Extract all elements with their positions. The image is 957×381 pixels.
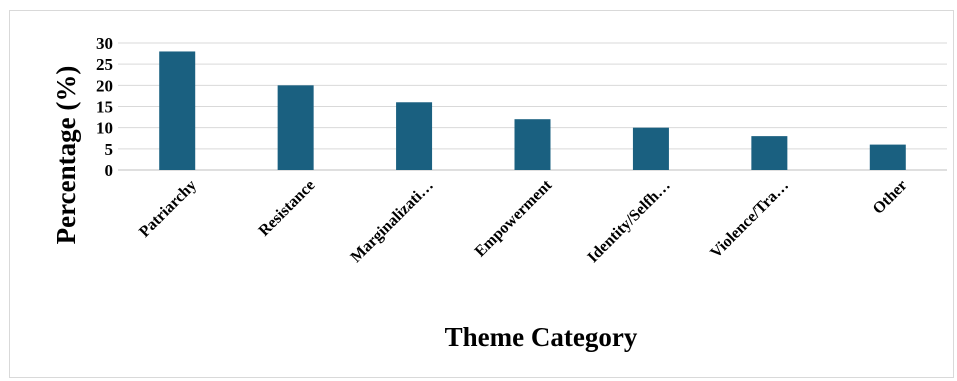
bar bbox=[514, 119, 551, 170]
bars bbox=[159, 51, 906, 170]
gridlines bbox=[118, 42, 947, 171]
y-axis-ticks: 0 5 10 15 20 25 30 bbox=[96, 34, 113, 180]
y-tick-label: 25 bbox=[96, 55, 113, 74]
bar bbox=[396, 102, 433, 170]
x-axis-ticks: Patriarchy Resistance Marginalizati… Empowe… bbox=[136, 176, 911, 266]
bar bbox=[159, 51, 196, 170]
bar bbox=[632, 127, 669, 170]
y-axis-title: Percentage (%) bbox=[51, 66, 81, 245]
x-tick-label: Violence/Tra… bbox=[707, 177, 792, 262]
x-tick-label: Marginalizati… bbox=[348, 177, 437, 266]
bar bbox=[751, 136, 788, 170]
x-tick-label: Patriarchy bbox=[136, 177, 200, 241]
x-tick-label: Other bbox=[870, 177, 911, 218]
bar bbox=[277, 85, 314, 170]
x-tick-label: Resistance bbox=[256, 177, 319, 240]
y-tick-label: 20 bbox=[96, 76, 113, 95]
y-tick-label: 10 bbox=[96, 119, 113, 138]
y-tick-label: 15 bbox=[96, 98, 113, 117]
y-tick-label: 30 bbox=[96, 34, 113, 53]
x-tick-label: Identity/Selfh… bbox=[584, 177, 673, 266]
x-axis-title: Theme Category bbox=[445, 322, 638, 352]
x-tick-label: Empowerment bbox=[472, 176, 556, 260]
y-tick-label: 0 bbox=[105, 161, 114, 180]
y-tick-label: 5 bbox=[105, 140, 114, 159]
bar bbox=[869, 144, 906, 170]
